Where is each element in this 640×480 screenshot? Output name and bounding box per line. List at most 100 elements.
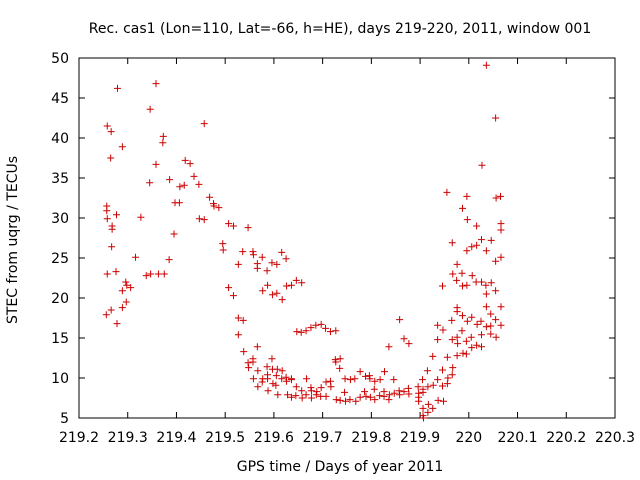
data-point — [122, 298, 130, 306]
data-point — [254, 367, 262, 375]
data-point — [458, 327, 466, 335]
data-point — [307, 394, 315, 402]
data-point — [180, 181, 188, 189]
data-point — [273, 260, 281, 268]
data-point — [249, 358, 257, 366]
data-point — [487, 310, 495, 318]
y-tick-label: 5 — [60, 411, 69, 427]
data-point — [371, 396, 379, 404]
data-point — [400, 388, 408, 396]
data-point — [449, 270, 457, 278]
data-points — [102, 61, 505, 422]
data-point — [258, 253, 266, 261]
data-point — [240, 348, 248, 356]
data-point — [152, 160, 160, 168]
data-point — [195, 215, 203, 223]
data-point — [307, 324, 315, 332]
data-point — [219, 246, 227, 254]
data-point — [429, 381, 437, 389]
data-point — [462, 337, 470, 345]
data-point — [396, 316, 404, 324]
data-point — [462, 350, 470, 358]
data-point — [492, 257, 500, 265]
data-point — [322, 378, 330, 386]
data-point — [249, 375, 257, 383]
data-point — [146, 105, 154, 113]
data-point — [434, 336, 442, 344]
data-point — [298, 279, 306, 287]
data-point — [453, 352, 461, 360]
data-point — [482, 323, 490, 331]
data-point — [376, 392, 384, 400]
plot-frame — [78, 57, 616, 419]
data-point — [362, 372, 370, 380]
data-point — [482, 247, 490, 255]
data-point — [287, 375, 295, 383]
data-point — [473, 341, 481, 349]
data-point — [396, 391, 404, 399]
data-point — [463, 247, 471, 255]
data-point — [244, 224, 252, 232]
data-point — [107, 128, 115, 136]
data-point — [254, 383, 262, 391]
data-point — [434, 376, 442, 384]
data-point — [113, 211, 121, 219]
data-point — [429, 352, 437, 360]
x-tick-label: 219.2 — [59, 430, 99, 446]
data-point — [361, 388, 369, 396]
data-point — [181, 156, 189, 164]
data-point — [112, 268, 120, 276]
data-point — [405, 340, 413, 348]
data-point — [419, 388, 427, 396]
x-tick-label: 219.7 — [303, 430, 343, 446]
y-tick-label: 20 — [51, 291, 69, 307]
data-point — [239, 316, 247, 324]
data-point — [439, 397, 447, 405]
data-point — [225, 284, 233, 292]
data-point — [147, 270, 155, 278]
data-point — [385, 396, 393, 404]
data-point — [283, 282, 291, 290]
data-point — [108, 243, 116, 251]
data-point — [272, 372, 280, 380]
data-point — [159, 132, 167, 140]
data-point — [264, 387, 272, 395]
data-point — [332, 327, 340, 335]
data-point — [195, 180, 203, 188]
data-point — [229, 292, 237, 300]
data-point — [146, 179, 154, 187]
y-tick-label: 25 — [51, 251, 69, 267]
data-point — [458, 312, 466, 320]
data-point — [497, 220, 505, 228]
data-point — [458, 269, 466, 277]
data-point — [487, 322, 495, 330]
data-point — [127, 284, 135, 292]
data-point — [122, 278, 130, 286]
data-point — [381, 368, 389, 376]
data-point — [434, 321, 442, 329]
data-point — [468, 272, 476, 280]
data-point — [322, 392, 330, 400]
data-point — [415, 397, 423, 405]
data-point — [371, 377, 379, 385]
data-point — [478, 161, 486, 169]
data-point — [225, 220, 233, 228]
data-point — [200, 216, 208, 224]
data-point — [473, 320, 481, 328]
data-point — [423, 367, 431, 375]
data-point — [234, 260, 242, 268]
data-point — [132, 253, 140, 261]
data-point — [336, 396, 344, 404]
data-point — [453, 276, 461, 284]
data-point — [154, 270, 162, 278]
data-point — [496, 192, 504, 200]
data-point — [482, 281, 490, 289]
data-point — [160, 270, 168, 278]
data-point — [287, 393, 295, 401]
data-point — [448, 371, 456, 379]
data-point — [327, 383, 335, 391]
data-point — [152, 80, 160, 88]
data-point — [482, 303, 490, 311]
y-tick-label: 15 — [51, 331, 69, 347]
data-point — [487, 279, 495, 287]
